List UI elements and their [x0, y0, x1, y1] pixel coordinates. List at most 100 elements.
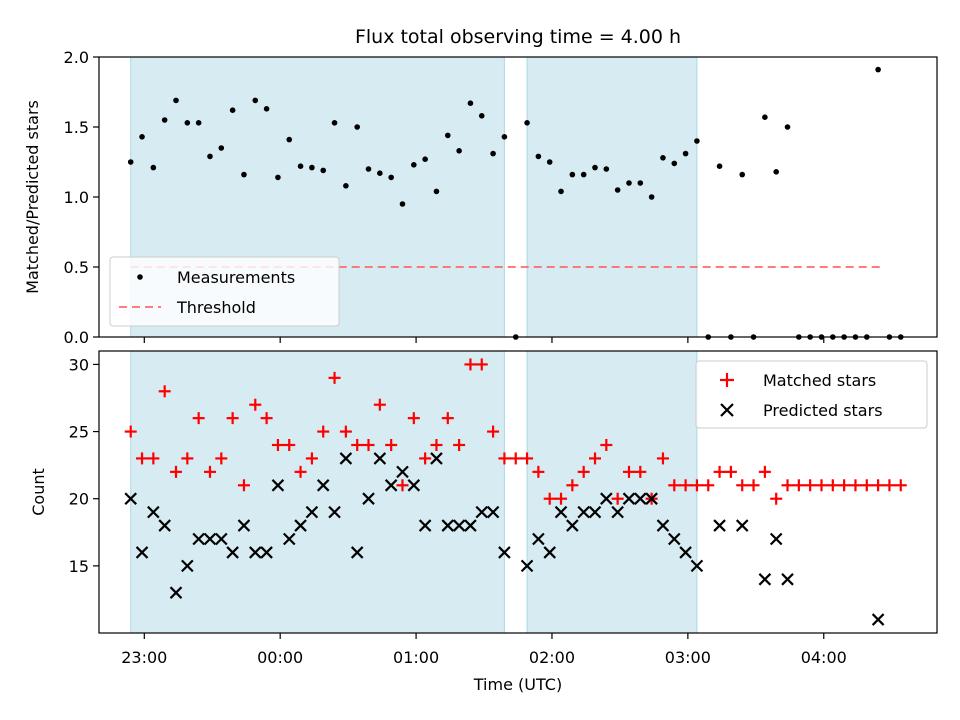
matched-star-point-61 [804, 479, 817, 492]
predicted-star-point-b [532, 532, 545, 546]
y-tick-label: 0.0 [64, 328, 89, 347]
matched-star-point-25 [396, 479, 409, 492]
predicted-star-point-15 [282, 532, 296, 546]
ratio-panel: 0.00.51.01.52.0 Matched/Predicted stars … [23, 48, 938, 347]
bottom-legend-box [695, 360, 928, 429]
measurement-point-44 [614, 187, 621, 193]
matched-star-point-66 [860, 479, 873, 492]
predicted-star-point-b [735, 519, 749, 532]
predicted-star-point-31 [464, 519, 477, 532]
matched-star-point-6 [181, 452, 194, 465]
measurement-point-27 [422, 156, 428, 162]
predicted-star-point-b [418, 519, 432, 532]
measurement-point-10 [229, 107, 236, 113]
matched-star-point-55 [736, 479, 749, 492]
predicted-star-point-51 [713, 519, 726, 532]
x-axis-label: Time (UTC) [473, 675, 562, 694]
matched-star-point-69 [894, 479, 907, 492]
measurement-point-12 [252, 97, 259, 104]
measurement-points [127, 66, 904, 340]
predicted-star-point-b [316, 479, 330, 492]
predicted-star-point-b [588, 505, 602, 519]
predicted-star-point-53 [758, 573, 772, 586]
predicted-star-point-43 [611, 505, 624, 519]
matched-star-point-56 [747, 479, 760, 492]
bottom-axes-frame [98, 350, 938, 634]
matched-star-point-3 [147, 452, 160, 465]
measurement-point-8 [207, 153, 213, 160]
chart-title: Flux total observing time = 4.00 h [355, 26, 681, 48]
matched-star-point-4 [158, 385, 171, 398]
predicted-star-point-12 [248, 546, 262, 559]
x-tick-label: 23:00 [121, 648, 167, 667]
predicted-star-point-5 [169, 586, 183, 599]
predicted-star-point-37 [543, 546, 556, 559]
predicted-star-point-22 [362, 492, 375, 505]
predicted-star-point-b [622, 492, 636, 505]
predicted-star-point-27 [418, 519, 432, 532]
predicted-star-point-b [124, 492, 137, 505]
matched-star-point-9 [215, 452, 228, 465]
predicted-star-point-b [441, 519, 455, 532]
x-tick-label: 01:00 [393, 648, 439, 667]
predicted-star-point-b [158, 519, 171, 532]
matched-star-point-48 [656, 452, 669, 465]
legend-marker-measurements [137, 274, 143, 280]
predicted-star-point-34 [498, 546, 511, 559]
predicted-star-point-b [758, 573, 772, 586]
predicted-star-point-23 [373, 452, 387, 465]
matched-star-point-58 [770, 492, 783, 505]
measurement-point-16 [297, 163, 304, 169]
predicted-star-point-45 [634, 492, 647, 505]
predicted-star-point-39 [566, 519, 579, 532]
predicted-star-point-b [396, 465, 409, 479]
predicted-star-point-b [520, 559, 534, 573]
predicted-star-point-b [554, 505, 568, 519]
x-tick-label: 03:00 [665, 648, 711, 667]
bottom-y-axis: 15 20 25 30 [69, 355, 99, 576]
predicted-star-point-36 [532, 532, 545, 546]
matched-star-point-33 [487, 425, 500, 438]
top-y-axis: 0.0 0.5 1.0 1.5 2.0 [64, 48, 99, 347]
matched-star-point-10 [226, 412, 239, 425]
predicted-star-point-b [464, 519, 477, 532]
predicted-star-point-b [543, 546, 556, 559]
shaded-interval-1 [130, 350, 505, 634]
matched-star-point-46 [634, 465, 647, 478]
predicted-star-point-7 [192, 532, 205, 546]
matched-star-point-35 [509, 452, 522, 465]
predicted-star-point-54 [769, 532, 783, 546]
measurement-point-15 [286, 136, 293, 143]
matched-star-point-32 [475, 358, 488, 371]
predicted-star-point-b [305, 505, 319, 519]
legend-label-measurements: Measurements [177, 268, 295, 287]
predicted-star-point-b [667, 532, 681, 546]
predicted-star-point-41 [588, 505, 602, 519]
matched-star-point-29 [441, 412, 454, 425]
predicted-star-point-40 [577, 505, 590, 519]
measurement-point-7 [195, 120, 202, 126]
x-tick-label: 00:00 [257, 648, 303, 667]
matched-star-point-40 [566, 479, 579, 492]
predicted-star-point-b [294, 519, 307, 532]
matched-star-point-13 [260, 412, 273, 425]
predicted-star-point-b [407, 479, 421, 492]
predicted-star-point-b [147, 505, 160, 519]
measurement-point-9 [218, 145, 225, 151]
predicted-star-point-44 [622, 492, 636, 505]
predicted-star-point-13 [260, 546, 273, 559]
matched-star-point-50 [679, 479, 692, 492]
matched-star-point-53 [713, 465, 726, 478]
predicted-star-point-b [215, 532, 228, 546]
measurement-point-38 [546, 159, 553, 165]
measurement-point-3 [150, 164, 157, 171]
measurement-point-2 [139, 134, 145, 140]
matched-star-point-31 [464, 358, 477, 371]
bottom-legend: Matched stars Predicted stars [695, 360, 928, 429]
matched-star-point-12 [249, 398, 262, 411]
predicted-star-point-1 [124, 492, 137, 505]
predicted-star-point-b [486, 505, 500, 519]
matched-star-point-2 [136, 452, 149, 465]
measurement-point-14 [275, 174, 281, 181]
measurement-point-34 [501, 134, 508, 140]
